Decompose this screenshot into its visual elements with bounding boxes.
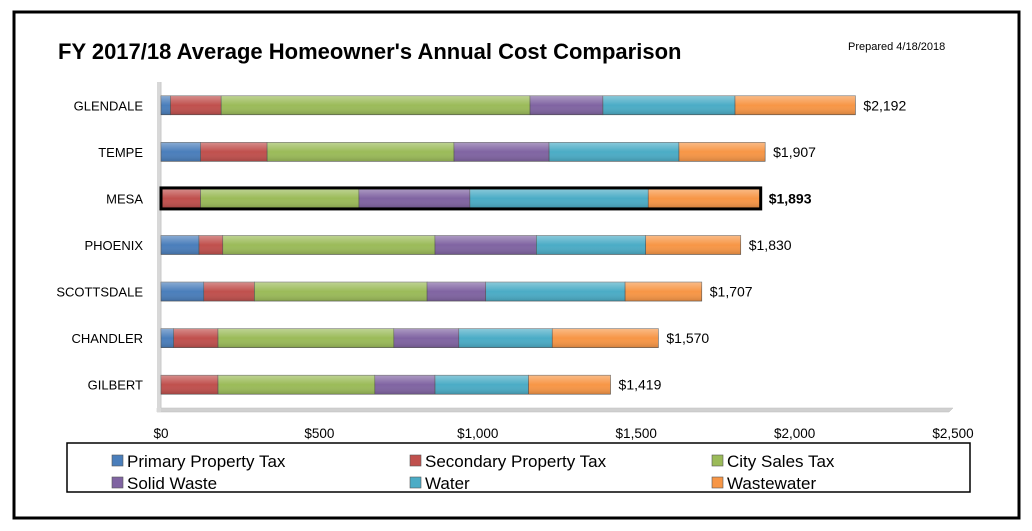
x-tick-label: $2,500 — [932, 426, 973, 441]
bar-segment-shading — [648, 188, 761, 208]
prepared-date: Prepared 4/18/2018 — [848, 41, 945, 53]
chart-frame — [12, 10, 1021, 520]
bar-segment-shading — [161, 375, 219, 395]
bar-segment-shading — [549, 142, 679, 162]
bar-segment-shading — [678, 142, 766, 162]
legend-swatch — [711, 454, 724, 467]
bar-segment-shading — [218, 375, 375, 395]
bar-segment-shading — [393, 328, 459, 348]
legend: Primary Property Tax Secondary Property T… — [111, 452, 835, 493]
plot-area: $0 $500 $1,000 $1,500 $2,000 $2,500 GLENDALE $2… — [56, 82, 974, 441]
bar-segment-shading — [435, 235, 537, 255]
bar-segment-shading — [199, 235, 223, 255]
bar-segment-shading — [173, 328, 219, 348]
category-label: MESA — [106, 191, 143, 206]
bar-segment-shading — [536, 235, 646, 255]
plot-floor — [156, 407, 954, 413]
category-label: TEMPE — [98, 145, 143, 160]
bar-segment-shading — [454, 142, 550, 162]
bar-segment-shading — [530, 95, 603, 115]
x-tick-label: $500 — [304, 426, 334, 441]
bar-segment-shading — [218, 328, 394, 348]
bar-segment-shading — [161, 95, 171, 115]
x-tick-label: $0 — [153, 426, 168, 441]
bar-segment-shading — [625, 282, 702, 302]
total-label: $1,893 — [769, 190, 812, 206]
chart-title: FY 2017/18 Average Homeowner's Annual Co… — [58, 39, 681, 64]
bar-segment-shading — [485, 282, 626, 302]
category-label: CHANDLER — [71, 331, 143, 346]
bar-segment-shading — [267, 142, 455, 162]
bar-segment-shading — [161, 142, 201, 162]
bar-segment-shading — [552, 328, 659, 348]
legend-swatch — [409, 476, 422, 489]
plot-side-wall — [157, 82, 161, 412]
bar-segment-shading — [200, 188, 359, 208]
bar-segment-shading — [645, 235, 741, 255]
total-label: $1,907 — [773, 144, 816, 160]
legend-label: Wastewater — [727, 474, 816, 493]
total-label: $1,830 — [749, 237, 792, 253]
bar-segment-shading — [735, 95, 856, 115]
bar-segment-shading — [222, 235, 436, 255]
highlight-outline — [159, 186, 763, 211]
category-label: SCOTTSDALE — [56, 285, 143, 300]
bar-segment-shading — [161, 328, 174, 348]
total-label: $2,192 — [863, 97, 906, 113]
bar-segment-shading — [170, 95, 222, 115]
bar-segment-shading — [254, 282, 428, 302]
legend-label: City Sales Tax — [727, 452, 835, 471]
bar-segment-shading — [161, 235, 200, 255]
bar-segment-shading — [359, 188, 470, 208]
bar-segment-shading — [602, 95, 736, 115]
total-label: $1,707 — [710, 284, 753, 300]
bar-segment-shading — [528, 375, 611, 395]
legend-label: Primary Property Tax — [127, 452, 286, 471]
bar-segment-shading — [200, 142, 268, 162]
bar-segment-shading — [374, 375, 436, 395]
category-label: GILBERT — [88, 378, 143, 393]
legend-label: Solid Waste — [127, 474, 217, 493]
bar-segment-shading — [469, 188, 649, 208]
total-label: $1,570 — [666, 330, 709, 346]
bar-segment-shading — [161, 188, 201, 208]
bar-segment-shading — [458, 328, 553, 348]
x-tick-label: $2,000 — [774, 426, 815, 441]
bar-segment-shading — [435, 375, 529, 395]
legend-swatch — [111, 476, 124, 489]
category-label: GLENDALE — [74, 98, 144, 113]
x-tick-label: $1,500 — [616, 426, 657, 441]
legend-label: Secondary Property Tax — [425, 452, 607, 471]
bar-segment-shading — [221, 95, 531, 115]
legend-swatch — [711, 476, 724, 489]
bar-segment-shading — [427, 282, 486, 302]
legend-label: Water — [425, 474, 470, 493]
legend-swatch — [409, 454, 422, 467]
bar-segment-shading — [203, 282, 255, 302]
x-tick-label: $1,000 — [457, 426, 498, 441]
legend-box — [66, 442, 971, 493]
category-label: PHOENIX — [84, 238, 143, 253]
total-label: $1,419 — [619, 377, 662, 393]
legend-swatch — [111, 454, 124, 467]
bar-segment-shading — [161, 282, 204, 302]
